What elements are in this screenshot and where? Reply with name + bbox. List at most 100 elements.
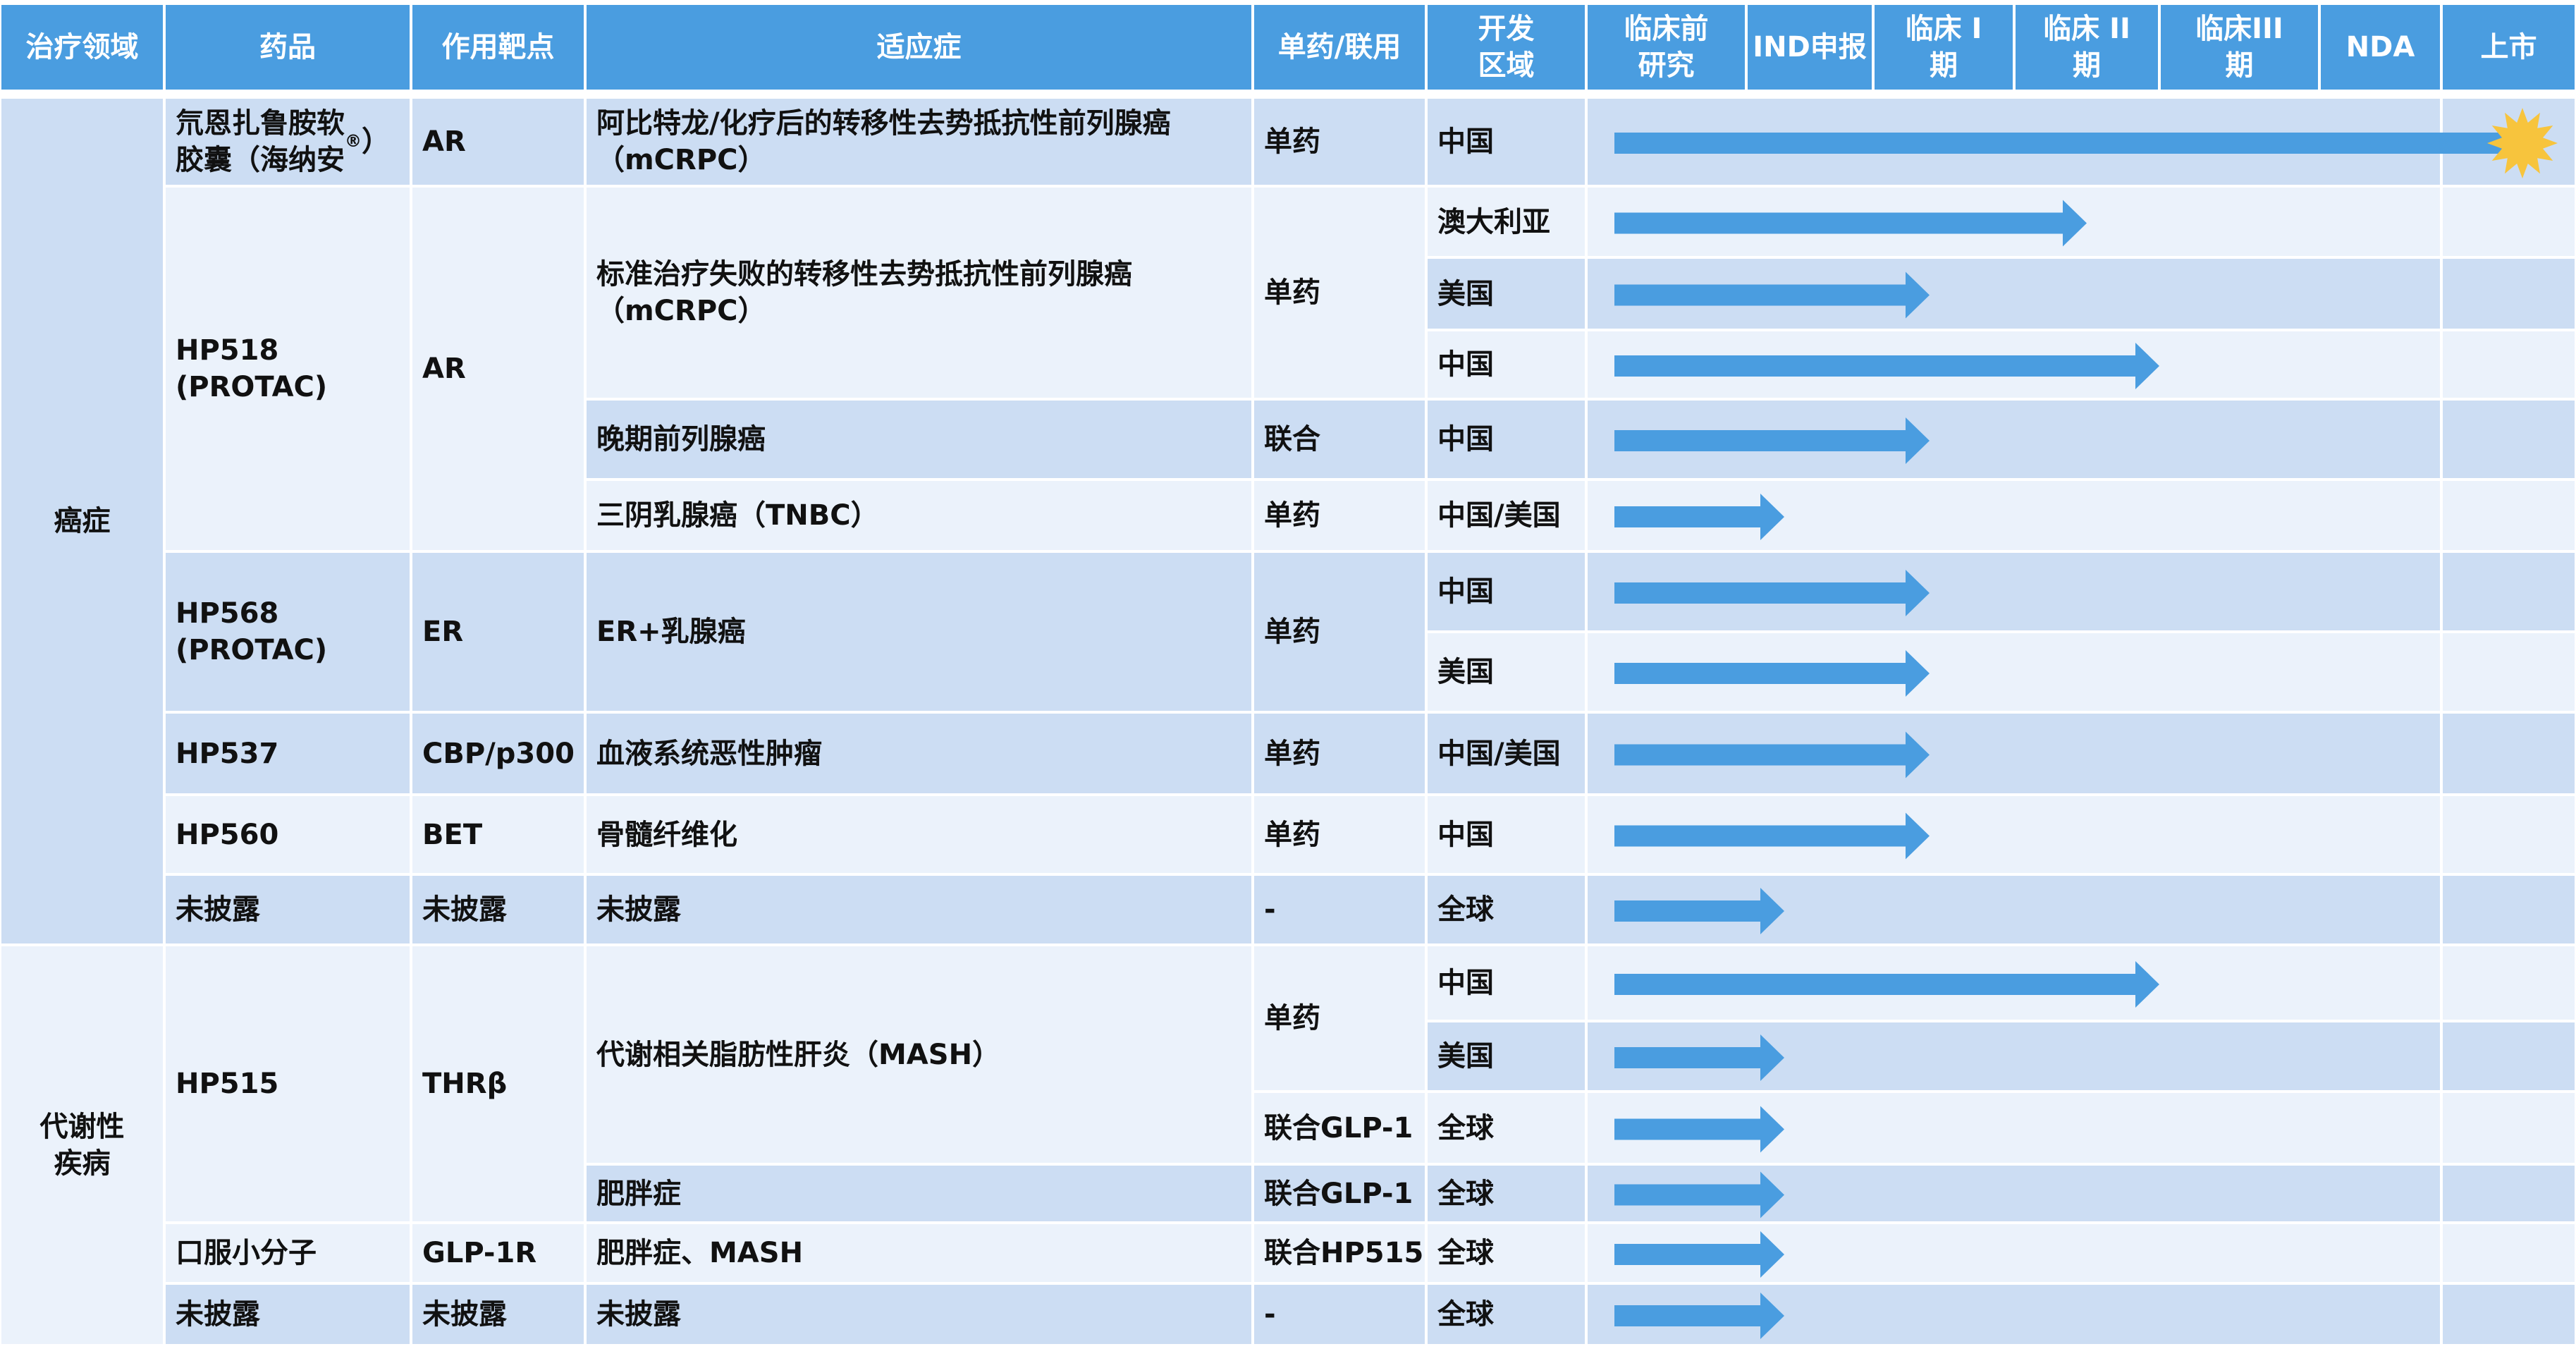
- region-text: 中国/美国: [1437, 737, 1561, 770]
- indication-cell: 肥胖症: [587, 1166, 1251, 1221]
- drug-name: 氘恩扎鲁胺软 胶囊（海纳安: [176, 107, 345, 176]
- header-label: 临床 II 期: [2043, 13, 2130, 82]
- indication-cell: 血液系统恶性肿瘤: [587, 714, 1251, 793]
- drug-cell: 未披露: [166, 876, 410, 943]
- region-cell: 美国: [1428, 1022, 1585, 1090]
- region-cell: 全球: [1428, 1166, 1585, 1221]
- mode-cell: 单药: [1254, 946, 1425, 1090]
- mode-cell: 单药: [1254, 553, 1425, 711]
- drug-cell: HP518 (PROTAC): [166, 188, 410, 550]
- progress-arrow: [1614, 417, 1930, 464]
- target-cell: BET: [412, 796, 584, 873]
- mode-text: 联合: [1264, 423, 1320, 456]
- progress-arrow: [1614, 1106, 1784, 1153]
- header-cell: 治疗领域: [1, 5, 163, 90]
- region-text: 美国: [1437, 1040, 1494, 1073]
- header-cell: 开发 区域: [1428, 5, 1585, 90]
- header-label: 临床前 研究: [1624, 13, 1709, 82]
- header-label: 治疗领域: [25, 31, 139, 63]
- drug-name: HP515: [176, 1068, 279, 1100]
- mode-text: 单药: [1264, 126, 1320, 158]
- market-cell: [2443, 946, 2575, 1020]
- drug-name: HP537: [176, 737, 279, 770]
- region-text: 中国: [1437, 423, 1494, 456]
- region-text: 中国: [1437, 967, 1494, 999]
- indication-text: 三阴乳腺癌（TNBC）: [596, 499, 879, 532]
- region-cell: 全球: [1428, 1224, 1585, 1282]
- drug-name: 口服小分子: [176, 1237, 317, 1269]
- region-cell: 美国: [1428, 259, 1585, 329]
- target-name: CBP/p300: [422, 737, 575, 770]
- progress-arrow: [1614, 1231, 1784, 1278]
- indication-text: 骨髓纤维化: [596, 818, 737, 851]
- target-cell: 未披露: [412, 1285, 584, 1344]
- region-cell: 中国: [1428, 99, 1585, 185]
- market-cell: [2443, 876, 2575, 943]
- mode-text: -: [1264, 1298, 1276, 1331]
- market-cell: [2443, 553, 2575, 630]
- region-cell: 中国/美国: [1428, 714, 1585, 793]
- mode-cell: 联合HP515: [1254, 1224, 1425, 1282]
- mode-cell: -: [1254, 1285, 1425, 1344]
- mode-text: 联合GLP-1: [1264, 1177, 1413, 1210]
- drug-cell: HP560: [166, 796, 410, 873]
- market-cell: [2443, 481, 2575, 550]
- indication-cell: 阿比特龙/化疗后的转移性去势抵抗性前列腺癌 （mCRPC）: [587, 99, 1251, 185]
- drug-cell: HP537: [166, 714, 410, 793]
- mode-text: 单药: [1264, 737, 1320, 770]
- progress-arrow: [1614, 731, 1930, 778]
- progress-arrow: [1614, 888, 1784, 934]
- header-label: 药品: [259, 31, 316, 63]
- progress-arrow: [1614, 200, 2087, 247]
- mode-text: 单药: [1264, 616, 1320, 648]
- region-text: 美国: [1437, 656, 1494, 688]
- header-label: NDA: [2345, 31, 2415, 63]
- progress-arrow: [1614, 494, 1784, 540]
- registered-mark: ®: [345, 131, 362, 152]
- indication-cell: 肥胖症、MASH: [587, 1224, 1251, 1282]
- market-cell: [2443, 331, 2575, 398]
- header-label: 作用靶点: [441, 31, 555, 63]
- market-cell: [2443, 1093, 2575, 1163]
- header-label: 临床 I 期: [1905, 13, 1982, 82]
- therapy-area-label: 代谢性 疾病: [39, 1111, 125, 1180]
- header-cell: 临床 I 期: [1875, 5, 2013, 90]
- region-text: 中国/美国: [1437, 499, 1561, 532]
- region-cell: 全球: [1428, 1285, 1585, 1344]
- target-name: GLP-1R: [422, 1237, 537, 1269]
- header-label: 适应症: [876, 31, 962, 63]
- mode-cell: 单药: [1254, 714, 1425, 793]
- target-cell: ER: [412, 553, 584, 711]
- target-name: 未披露: [422, 893, 507, 926]
- target-name: AR: [422, 126, 466, 158]
- therapy-area-cell: 癌症: [1, 99, 163, 943]
- target-name: THRβ: [422, 1068, 508, 1100]
- header-label: IND申报: [1753, 31, 1867, 63]
- target-name: AR: [422, 353, 466, 385]
- header-cell: IND申报: [1748, 5, 1872, 90]
- indication-text: 标准治疗失败的转移性去势抵抗性前列腺癌 （mCRPC）: [596, 258, 1132, 327]
- header-cell: NDA: [2321, 5, 2440, 90]
- region-text: 中国: [1437, 126, 1494, 158]
- region-text: 澳大利亚: [1437, 205, 1550, 238]
- progress-arrow: [1614, 343, 2159, 389]
- target-cell: GLP-1R: [412, 1224, 584, 1282]
- target-name: 未披露: [422, 1298, 507, 1331]
- progress-arrow: [1614, 1034, 1784, 1081]
- target-name: BET: [422, 818, 483, 851]
- header-cell: 适应症: [587, 5, 1251, 90]
- market-cell: [2443, 1285, 2575, 1344]
- indication-text: 晚期前列腺癌: [596, 423, 766, 456]
- header-cell: 作用靶点: [412, 5, 584, 90]
- indication-cell: 三阴乳腺癌（TNBC）: [587, 481, 1251, 550]
- region-text: 全球: [1437, 893, 1494, 926]
- mode-cell: 单药: [1254, 188, 1425, 398]
- market-cell: [2443, 796, 2575, 873]
- target-cell: 未披露: [412, 876, 584, 943]
- header-cell: 上市: [2443, 5, 2575, 90]
- region-text: 全球: [1437, 1237, 1494, 1269]
- indication-cell: 未披露: [587, 876, 1251, 943]
- progress-arrow: [1614, 961, 2159, 1008]
- region-cell: 中国: [1428, 401, 1585, 478]
